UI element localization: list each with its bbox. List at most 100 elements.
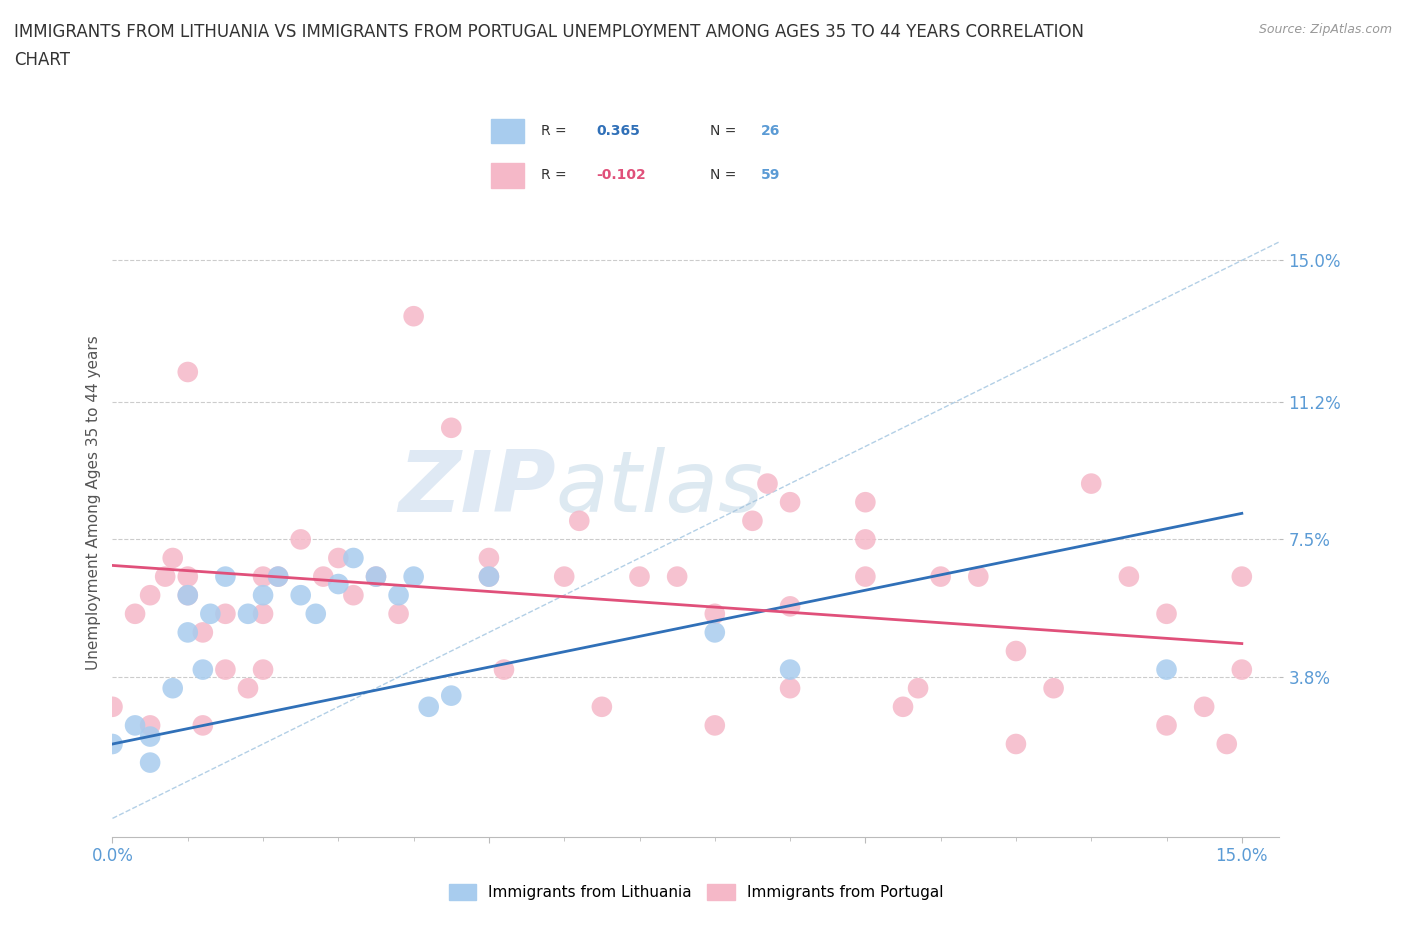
Point xyxy=(779,681,801,696)
FancyBboxPatch shape xyxy=(491,119,524,143)
Point xyxy=(478,569,501,584)
Point xyxy=(177,365,200,379)
Point xyxy=(101,737,124,751)
Point xyxy=(1192,699,1215,714)
Point xyxy=(139,588,162,603)
Text: R =: R = xyxy=(541,168,571,182)
Point xyxy=(741,513,763,528)
Point xyxy=(779,599,801,614)
Point xyxy=(328,551,350,565)
Point xyxy=(1156,718,1178,733)
Point xyxy=(907,681,929,696)
Point xyxy=(387,588,409,603)
Point xyxy=(1216,737,1239,751)
Text: atlas: atlas xyxy=(555,447,763,530)
Point xyxy=(402,569,425,584)
Point xyxy=(139,729,162,744)
Point xyxy=(124,718,146,733)
Point xyxy=(1118,569,1140,584)
Legend: Immigrants from Lithuania, Immigrants from Portugal: Immigrants from Lithuania, Immigrants fr… xyxy=(443,878,949,907)
Text: Source: ZipAtlas.com: Source: ZipAtlas.com xyxy=(1258,23,1392,36)
Point xyxy=(177,588,200,603)
Point xyxy=(191,662,214,677)
FancyBboxPatch shape xyxy=(491,163,524,188)
Point xyxy=(305,606,328,621)
Point xyxy=(252,662,274,677)
Point xyxy=(252,606,274,621)
Text: ZIP: ZIP xyxy=(398,447,555,530)
Point xyxy=(703,606,725,621)
Point xyxy=(1005,737,1028,751)
Point xyxy=(440,420,463,435)
Point xyxy=(1080,476,1102,491)
Point xyxy=(124,606,146,621)
Point xyxy=(779,495,801,510)
Point xyxy=(628,569,651,584)
Point xyxy=(853,569,876,584)
Point xyxy=(402,309,425,324)
Point xyxy=(328,577,350,591)
Text: 59: 59 xyxy=(761,168,780,182)
Point xyxy=(252,588,274,603)
Text: IMMIGRANTS FROM LITHUANIA VS IMMIGRANTS FROM PORTUGAL UNEMPLOYMENT AMONG AGES 35: IMMIGRANTS FROM LITHUANIA VS IMMIGRANTS … xyxy=(14,23,1084,41)
Text: R =: R = xyxy=(541,124,571,138)
Point xyxy=(703,625,725,640)
Point xyxy=(342,588,364,603)
Point xyxy=(312,569,335,584)
Point xyxy=(191,718,214,733)
Point xyxy=(387,606,409,621)
Point xyxy=(214,569,236,584)
Text: 0.365: 0.365 xyxy=(596,124,640,138)
Point xyxy=(440,688,463,703)
Point xyxy=(342,551,364,565)
Point xyxy=(139,755,162,770)
Text: N =: N = xyxy=(710,124,741,138)
Point xyxy=(853,532,876,547)
Point xyxy=(1156,606,1178,621)
Point xyxy=(967,569,990,584)
Point xyxy=(478,551,501,565)
Point xyxy=(236,681,259,696)
Text: 26: 26 xyxy=(761,124,780,138)
Point xyxy=(779,662,801,677)
Point xyxy=(1005,644,1028,658)
Point xyxy=(101,699,124,714)
Point xyxy=(191,625,214,640)
Text: N =: N = xyxy=(710,168,741,182)
Point xyxy=(929,569,952,584)
Point xyxy=(162,681,184,696)
Point xyxy=(364,569,387,584)
Point xyxy=(492,662,515,677)
Y-axis label: Unemployment Among Ages 35 to 44 years: Unemployment Among Ages 35 to 44 years xyxy=(86,335,101,670)
Point xyxy=(553,569,575,584)
Point xyxy=(267,569,290,584)
Point xyxy=(666,569,689,584)
Text: CHART: CHART xyxy=(14,51,70,69)
Point xyxy=(1230,662,1253,677)
Point xyxy=(177,588,200,603)
Point xyxy=(1230,569,1253,584)
Point xyxy=(252,569,274,584)
Point xyxy=(591,699,613,714)
Point xyxy=(177,569,200,584)
Point xyxy=(756,476,779,491)
Point xyxy=(214,606,236,621)
Point xyxy=(267,569,290,584)
Point xyxy=(478,569,501,584)
Point xyxy=(1156,662,1178,677)
Point xyxy=(364,569,387,584)
Point xyxy=(290,588,312,603)
Point xyxy=(162,551,184,565)
Point xyxy=(418,699,440,714)
Point xyxy=(200,606,222,621)
Text: -0.102: -0.102 xyxy=(596,168,645,182)
Point xyxy=(214,662,236,677)
Point xyxy=(703,718,725,733)
Point xyxy=(177,625,200,640)
Point xyxy=(1042,681,1064,696)
Point xyxy=(891,699,914,714)
Point xyxy=(290,532,312,547)
Point xyxy=(236,606,259,621)
Point xyxy=(139,718,162,733)
Point xyxy=(853,495,876,510)
